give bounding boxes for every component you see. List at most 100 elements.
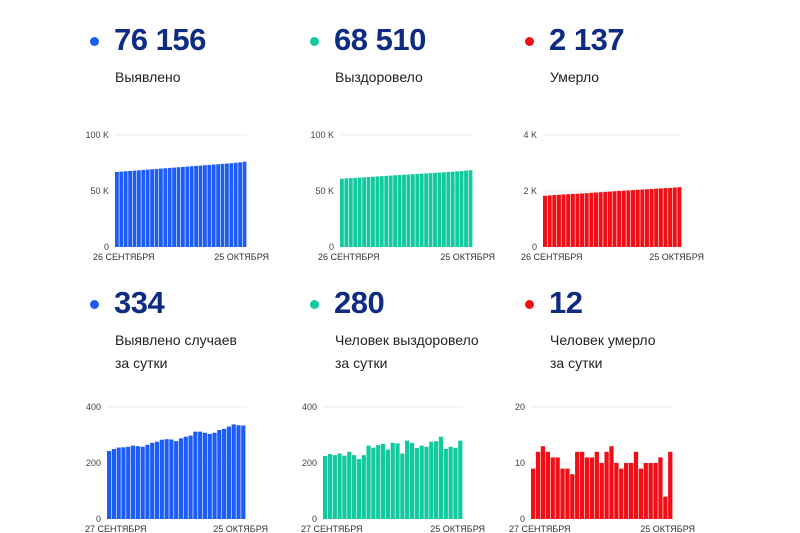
bar	[398, 175, 402, 247]
bar	[203, 165, 207, 247]
chart-daily-cases: 0 200 400 27 СЕНТЯБРЯ 25 ОКТЯБРЯ	[70, 393, 270, 533]
bar	[212, 433, 216, 519]
bar	[439, 437, 443, 519]
panel-daily-deaths: 12 Человек умерло за сутки 0 10 20 27 СЕНТЯ…	[505, 283, 725, 323]
bar	[600, 463, 604, 519]
y-tick-label: 400	[302, 402, 317, 412]
y-tick-label: 4 K	[523, 130, 537, 140]
bar	[410, 443, 414, 519]
bar	[565, 469, 569, 519]
bar	[194, 166, 198, 247]
bar	[389, 176, 393, 247]
bar	[429, 173, 433, 247]
bar	[420, 446, 424, 519]
bar	[141, 447, 145, 519]
bar	[415, 174, 419, 247]
bar	[177, 167, 181, 247]
bar	[541, 446, 545, 519]
x-end-label: 25 ОКТЯБРЯ	[440, 252, 495, 262]
bar	[673, 188, 677, 248]
bar	[424, 447, 428, 519]
bar	[371, 448, 375, 519]
legend-dot	[310, 37, 319, 46]
x-start-label: 26 СЕНТЯБРЯ	[521, 252, 583, 262]
bar	[141, 170, 145, 247]
bar	[455, 171, 459, 247]
bar	[650, 189, 654, 247]
x-end-label: 25 ОКТЯБРЯ	[640, 524, 695, 533]
bar	[546, 452, 550, 519]
bar	[234, 163, 238, 247]
bar	[438, 173, 442, 247]
bar	[617, 191, 621, 247]
bar	[207, 165, 211, 247]
bar	[381, 444, 385, 519]
bar	[644, 463, 648, 519]
bar	[640, 189, 644, 247]
bar	[629, 463, 633, 519]
bar	[323, 456, 327, 519]
bar	[566, 194, 570, 247]
bar	[393, 175, 397, 247]
bar	[344, 178, 348, 247]
bar	[599, 192, 603, 247]
y-tick-label: 0	[532, 242, 537, 252]
bar	[232, 424, 236, 519]
bar	[352, 455, 356, 519]
x-end-label: 25 ОКТЯБРЯ	[430, 524, 485, 533]
bar	[340, 179, 344, 247]
bar	[402, 175, 406, 247]
panel-total-cases: 76 156 Выявлено 0 50 K 100 K 26 СЕНТЯБРЯ 25 …	[70, 20, 290, 60]
bar	[229, 163, 233, 247]
bar	[626, 190, 630, 247]
bar	[112, 449, 116, 519]
bar	[136, 446, 140, 519]
y-tick-label: 10	[515, 458, 525, 468]
bar	[107, 451, 111, 519]
bar	[155, 442, 159, 519]
bar	[227, 427, 231, 519]
bar	[411, 174, 415, 247]
panel-daily-recovered: 280 Человек выздоровело за сутки 0 200 400…	[290, 283, 510, 323]
bar	[536, 452, 540, 519]
bar	[238, 162, 242, 247]
bar	[188, 436, 192, 519]
bar	[446, 172, 450, 247]
bar	[241, 425, 245, 519]
bar	[624, 463, 628, 519]
stat-value: 76 156	[114, 20, 206, 60]
bar	[357, 459, 361, 519]
bar	[172, 168, 176, 247]
chart-daily-recovered: 0 200 400 27 СЕНТЯБРЯ 25 ОКТЯБРЯ	[290, 393, 500, 533]
bar	[133, 171, 137, 247]
bar	[168, 168, 172, 247]
bar	[115, 172, 119, 247]
stat-value: 334	[114, 283, 164, 323]
bar	[451, 172, 455, 247]
y-tick-label: 0	[104, 242, 109, 252]
bar	[548, 195, 552, 247]
stat-label: за сутки	[115, 351, 167, 375]
bar	[663, 497, 667, 519]
y-tick-label: 400	[86, 402, 101, 412]
stat-label: Человек умерло	[550, 328, 656, 352]
bar	[570, 474, 574, 519]
stat-label: Выявлено случаев	[115, 328, 237, 352]
bar	[460, 171, 464, 247]
chart-total-cases: 0 50 K 100 K 26 СЕНТЯБРЯ 25 ОКТЯБРЯ	[70, 113, 270, 253]
bar	[236, 425, 240, 519]
bar	[531, 469, 535, 519]
bar	[580, 452, 584, 519]
bar	[117, 448, 121, 519]
bar	[571, 194, 575, 247]
legend-dot	[525, 300, 534, 309]
bar	[198, 432, 202, 519]
bar	[169, 439, 173, 519]
y-tick-label: 200	[302, 458, 317, 468]
bar	[589, 193, 593, 247]
bar	[159, 169, 163, 247]
legend-dot	[310, 300, 319, 309]
bar	[631, 190, 635, 247]
y-tick-label: 100 K	[310, 130, 334, 140]
stat-label: за сутки	[550, 351, 602, 375]
